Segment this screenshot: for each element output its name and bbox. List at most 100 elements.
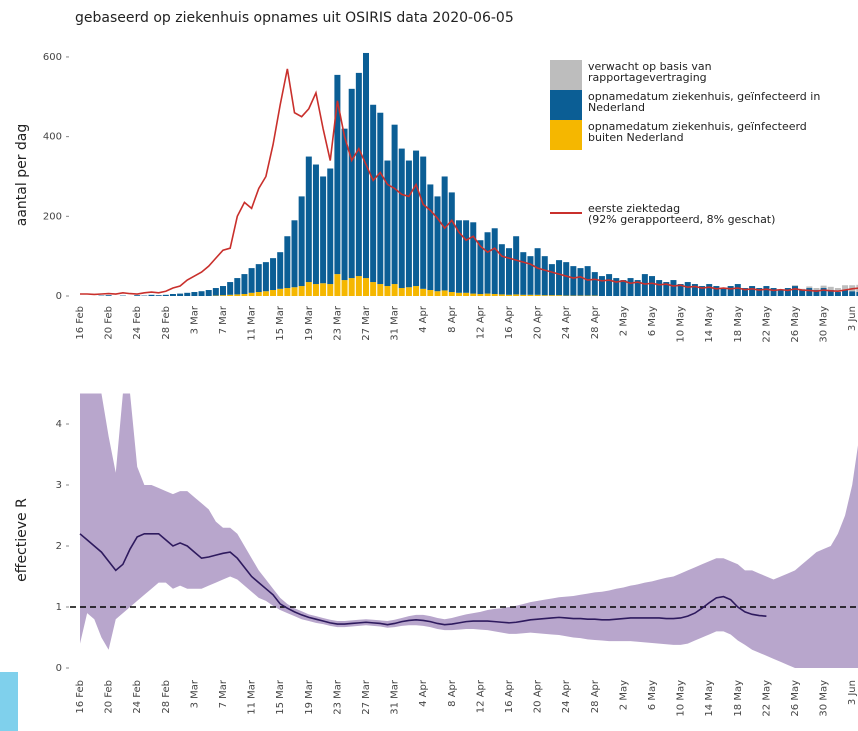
bar-segment [220, 286, 226, 296]
x-tick-label: 23 Mar [332, 679, 343, 715]
bar-segment [384, 160, 391, 287]
bar-segment [298, 286, 305, 296]
bar-segment [355, 72, 362, 277]
bar-segment [813, 290, 820, 296]
bar-segment [741, 288, 748, 296]
bar-segment [749, 286, 756, 296]
x-tick-label: 26 May [790, 680, 801, 717]
x-tick-label: 20 Feb [104, 680, 115, 714]
x-tick-label: 31 Mar [390, 305, 401, 341]
bar-segment [620, 280, 627, 296]
bar-segment [341, 128, 348, 281]
bar-segment [513, 236, 520, 295]
bar-segment [262, 291, 269, 296]
bar-segment [591, 272, 598, 296]
bar-segment [220, 295, 226, 296]
bar-segment [155, 295, 162, 296]
x-tick-label: 18 May [733, 680, 744, 717]
x-tick-label: 10 May [676, 306, 687, 343]
bar-segment [305, 282, 312, 296]
x-tick-label: 20 Apr [533, 305, 544, 339]
x-tick-label: 24 Apr [561, 679, 572, 713]
x-tick-label: 14 May [704, 680, 715, 717]
bar-segment [234, 278, 241, 295]
bar-segment [470, 293, 477, 296]
bar-segment [184, 292, 191, 296]
bar-segment [398, 148, 405, 289]
bar-segment [291, 220, 298, 288]
bar-segment [441, 290, 448, 296]
bar-segment [463, 292, 470, 296]
bar-segment [270, 258, 277, 291]
bar-segment [792, 286, 798, 296]
bar-segment [563, 262, 570, 296]
bar-segment [377, 112, 384, 285]
bar-segment [713, 286, 720, 296]
bar-segment [577, 268, 584, 296]
bar-segment [434, 196, 441, 292]
bar-segment [363, 278, 369, 296]
legend-label: verwacht op basis van rapportagevertragi… [588, 60, 712, 84]
bar-segment [477, 240, 484, 295]
decoration [0, 672, 18, 731]
bar-segment [312, 164, 319, 285]
bar-segment [799, 290, 806, 296]
bar-segment [105, 295, 112, 296]
chart-title: gebaseerd op ziekenhuis opnames uit OSIR… [75, 10, 514, 26]
bar-segment [463, 220, 470, 293]
y-axis-title: effectieve R [14, 498, 30, 582]
bar-segment [420, 156, 427, 289]
bar-segment [556, 260, 563, 296]
bar-segment [834, 292, 841, 296]
plot-bottom [70, 393, 858, 668]
bar-segment [527, 294, 534, 296]
legend-item: opnamedatum ziekenhuis, geïnfecteerd bui… [550, 120, 850, 150]
x-tick-label: 31 Mar [390, 679, 401, 715]
bar-segment [355, 276, 362, 296]
legend-label: opnamedatum ziekenhuis, geïnfecteerd in … [588, 90, 821, 114]
bar-segment [162, 294, 169, 296]
confidence-band [80, 393, 858, 668]
bar-segment [827, 286, 834, 291]
bar-segment [484, 293, 491, 296]
bar-segment [856, 292, 858, 296]
y-tick-label: 1 [56, 602, 62, 613]
bar-segment [663, 282, 670, 296]
y-tick-label: 200 [43, 211, 62, 222]
legend-label: eerste ziektedag (92% gerapporteerd, 8% … [588, 202, 776, 226]
bar-segment [691, 284, 698, 296]
bar-segment [448, 292, 455, 296]
bar-segment [513, 294, 520, 296]
x-tick-label: 11 Mar [247, 679, 258, 715]
y-tick-label: 400 [43, 132, 62, 143]
y-tick-label: 0 [56, 663, 62, 674]
bar-segment [434, 291, 441, 296]
bar-segment [455, 292, 462, 296]
legend-item: opnamedatum ziekenhuis, geïnfecteerd in … [550, 90, 850, 120]
bar-segment [284, 288, 291, 296]
bar-segment [413, 150, 420, 287]
bar-segment [420, 288, 427, 296]
x-tick-label: 16 Feb [75, 306, 86, 340]
bar-segment [277, 252, 284, 289]
bar-segment [498, 294, 505, 296]
legend-line [550, 212, 582, 214]
bar-segment [255, 264, 262, 293]
bar-segment [706, 284, 713, 296]
x-tick-label: 6 May [647, 680, 658, 710]
x-tick-label: 2 May [618, 680, 629, 710]
bar-segment [348, 88, 355, 279]
bar-segment [441, 176, 448, 291]
bar-segment [205, 290, 212, 296]
bar-segment [827, 290, 834, 296]
bar-segment [298, 196, 305, 287]
bar-segment [820, 285, 827, 289]
bar-segment [820, 288, 827, 296]
bar-segment [327, 168, 334, 285]
bar-segment [627, 278, 634, 296]
x-tick-label: 11 Mar [247, 305, 258, 341]
bar-segment [763, 286, 770, 296]
bar-segment [227, 282, 234, 295]
x-tick-label: 14 May [704, 306, 715, 343]
bar-segment [334, 74, 341, 275]
